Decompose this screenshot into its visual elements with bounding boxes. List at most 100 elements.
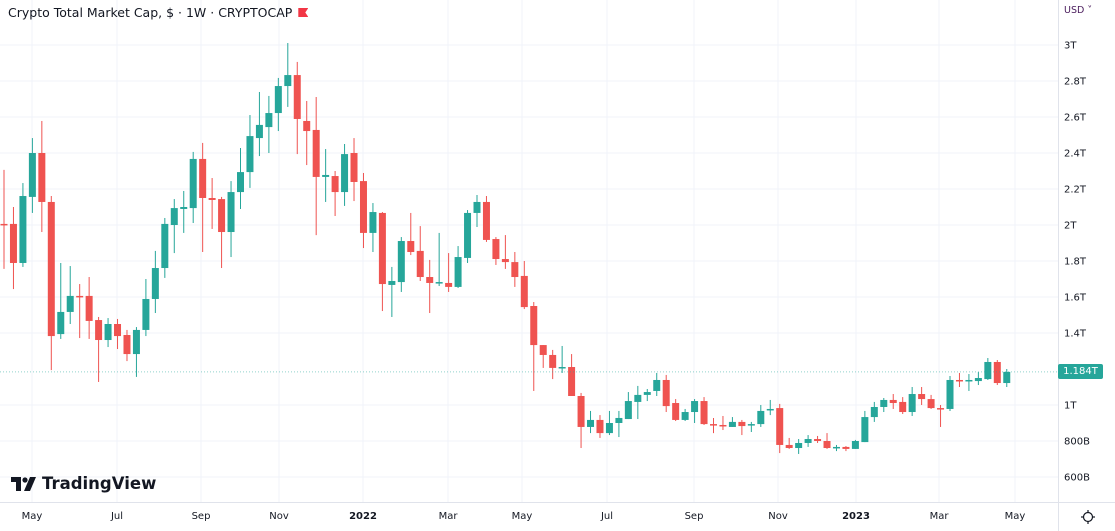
candle-body	[1003, 371, 1011, 384]
candle-body	[955, 379, 963, 382]
flag-icon[interactable]	[298, 8, 309, 17]
candle-down	[312, 97, 320, 236]
candle-up	[151, 250, 159, 314]
candle-body	[747, 424, 755, 426]
candle-body	[114, 324, 122, 337]
candle-body	[407, 241, 415, 252]
candle-down	[814, 435, 822, 443]
candle-body	[322, 174, 330, 177]
price-axis[interactable]	[1058, 0, 1115, 502]
candle-up	[587, 410, 595, 434]
candle-up	[747, 421, 755, 432]
currency-selector[interactable]: USD ˅	[1064, 5, 1093, 16]
time-tick-label: 2023	[842, 511, 870, 522]
candles	[0, 43, 1058, 454]
candle-body	[341, 154, 349, 193]
time-tick-label: May	[512, 511, 533, 522]
candle-body	[142, 298, 150, 330]
candle-body	[681, 412, 689, 420]
candle-down	[9, 207, 17, 290]
time-axis[interactable]	[0, 502, 1058, 531]
candle-body	[643, 392, 651, 395]
candle-body	[804, 439, 812, 443]
candle-body	[265, 113, 273, 128]
candle-body	[378, 212, 386, 285]
candle-body	[170, 208, 178, 225]
candle-body	[634, 394, 642, 402]
candle-down	[823, 433, 831, 449]
candle-up	[57, 262, 65, 339]
candle-down	[776, 403, 784, 454]
price-tick-label: 2.4T	[1064, 149, 1087, 160]
candle-body	[795, 442, 803, 449]
price-tick-label: 600B	[1064, 473, 1090, 484]
candle-down	[662, 374, 670, 413]
grid-lines	[0, 0, 1058, 502]
candle-body	[388, 280, 396, 285]
candle-up	[322, 149, 330, 202]
candle-body	[908, 394, 916, 413]
candle-body	[577, 396, 585, 427]
tradingview-logo-icon	[11, 476, 36, 491]
candle-body	[558, 367, 566, 369]
candle-down	[842, 446, 850, 452]
candle-body	[823, 441, 831, 449]
candle-up	[255, 91, 263, 157]
candle-down	[85, 277, 93, 339]
candle-down	[350, 138, 358, 202]
candle-up	[851, 439, 859, 449]
candle-up	[757, 405, 765, 427]
candle-body	[946, 379, 954, 409]
candle-up	[804, 435, 812, 447]
candle-body	[180, 207, 188, 209]
time-tick-label: 2022	[349, 511, 377, 522]
candle-down	[492, 237, 500, 265]
time-tick-label: Mar	[439, 511, 459, 522]
candle-down	[218, 196, 226, 269]
candle-up	[624, 392, 632, 420]
candle-body	[454, 257, 462, 287]
price-tick-label: 3T	[1064, 41, 1077, 52]
candle-body	[974, 378, 982, 382]
candle-down	[520, 261, 528, 310]
candle-body	[728, 421, 736, 427]
candle-body	[473, 201, 481, 213]
candle-down	[199, 142, 207, 252]
candle-up	[691, 399, 699, 423]
candle-body	[738, 421, 746, 427]
candle-body	[284, 75, 292, 87]
candle-body	[501, 259, 509, 263]
candle-up	[861, 410, 869, 443]
candle-down	[993, 360, 1001, 386]
chart-settings-button[interactable]	[1058, 502, 1115, 531]
candle-down	[303, 100, 311, 166]
candle-body	[993, 361, 1001, 384]
candle-body	[842, 446, 850, 449]
candle-down	[445, 253, 453, 292]
candle-body	[151, 268, 159, 299]
candle-up	[388, 266, 396, 317]
candle-up	[946, 376, 954, 411]
candle-up	[464, 210, 472, 263]
candle-body	[397, 241, 405, 283]
tradingview-logo[interactable]: TradingView	[11, 474, 156, 493]
candle-body	[889, 399, 897, 404]
candle-down	[407, 212, 415, 256]
candle-down	[76, 284, 84, 339]
tradingview-logo-text: TradingView	[42, 474, 157, 493]
price-tick-label: 1.4T	[1064, 329, 1087, 340]
candle-up	[880, 397, 888, 413]
candle-body	[615, 417, 623, 423]
candle-up	[605, 410, 613, 436]
price-tick-label: 1.6T	[1064, 293, 1087, 304]
chart-title: Crypto Total Market Cap, $ · 1W · CRYPTO…	[8, 5, 309, 20]
candle-body	[710, 424, 717, 426]
candle-body	[605, 423, 613, 434]
candle-down	[568, 354, 576, 396]
candle-down	[539, 345, 547, 368]
time-tick-label: May	[22, 511, 43, 522]
candle-body	[785, 444, 793, 449]
candle-up	[369, 203, 377, 252]
candle-body	[189, 158, 197, 209]
